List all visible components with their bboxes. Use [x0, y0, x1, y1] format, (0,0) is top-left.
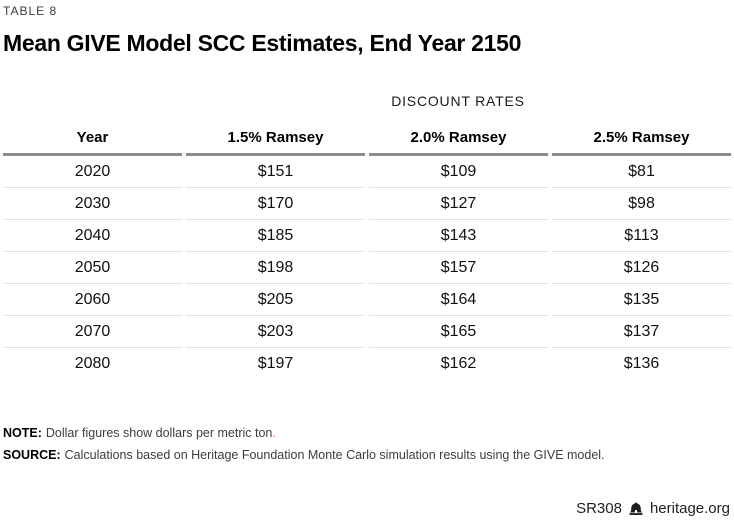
column-header-2-5-ramsey: 2.5% Ramsey — [552, 129, 731, 156]
discount-rates-group-header: DISCOUNT RATES — [391, 93, 525, 109]
note-terminator: . — [272, 426, 276, 440]
note-label: NOTE: — [3, 426, 42, 440]
source-line: SOURCE: Calculations based on Heritage Fo… — [3, 444, 731, 466]
source-label: SOURCE: — [3, 448, 61, 462]
cell-value: $143 — [369, 220, 548, 252]
cell-value: $81 — [552, 156, 731, 188]
column-header-1-5-ramsey: 1.5% Ramsey — [186, 129, 365, 156]
table-row: 2060 $205 $164 $135 — [3, 284, 731, 316]
scc-estimates-table: Year 1.5% Ramsey 2.0% Ramsey 2.5% Ramsey… — [3, 129, 731, 380]
cell-value: $185 — [186, 220, 365, 252]
cell-year: 2030 — [3, 188, 182, 220]
source-text: Calculations based on Heritage Foundatio… — [64, 448, 605, 462]
cell-value: $109 — [369, 156, 548, 188]
report-footer: SR308 heritage.org — [576, 500, 730, 517]
cell-year: 2020 — [3, 156, 182, 188]
table-header-row: Year 1.5% Ramsey 2.0% Ramsey 2.5% Ramsey — [3, 129, 731, 156]
table-row: 2030 $170 $127 $98 — [3, 188, 731, 220]
liberty-bell-icon — [629, 502, 643, 516]
cell-year: 2070 — [3, 316, 182, 348]
cell-value: $127 — [369, 188, 548, 220]
table-row: 2080 $197 $162 $136 — [3, 348, 731, 380]
cell-value: $197 — [257, 355, 294, 372]
site-url: heritage.org — [649, 500, 730, 517]
cell-year: 2050 — [3, 252, 182, 284]
cell-value: $205 — [186, 284, 365, 316]
cell-value: $198 — [186, 252, 365, 284]
cell-year: 2060 — [3, 284, 182, 316]
report-id: SR308 — [576, 500, 622, 517]
cell-value: $203 — [186, 316, 365, 348]
cell-value: $135 — [552, 284, 731, 316]
notes-block: NOTE: Dollar figures show dollars per met… — [3, 422, 731, 466]
table-row: 2050 $198 $157 $126 — [3, 252, 731, 284]
table-row: 2040 $185 $143 $113 — [3, 220, 731, 252]
cell-value: $157 — [369, 252, 548, 284]
cell-value: $165 — [369, 316, 548, 348]
table-row: 2020 $151 $109 $81 — [3, 156, 731, 188]
page-title: Mean GIVE Model SCC Estimates, End Year … — [3, 30, 522, 56]
note-text: Dollar figures show dollars per metric t… — [45, 426, 273, 440]
cell-value: $137 — [552, 316, 731, 348]
table-row: 2070 $203 $165 $137 — [3, 316, 731, 348]
cell-value: $98 — [552, 188, 731, 220]
cell-value: $136 — [623, 355, 660, 372]
cell-value: $164 — [369, 284, 548, 316]
column-header-2-0-ramsey: 2.0% Ramsey — [369, 129, 548, 156]
cell-year: 2080 — [74, 355, 111, 372]
cell-value: $170 — [186, 188, 365, 220]
cell-value: $162 — [440, 355, 477, 372]
cell-value: $113 — [552, 220, 731, 252]
cell-value: $126 — [552, 252, 731, 284]
cell-year: 2040 — [3, 220, 182, 252]
table-number-label: TABLE 8 — [3, 4, 58, 18]
cell-value: $151 — [186, 156, 365, 188]
column-header-year: Year — [3, 129, 182, 156]
note-line: NOTE: Dollar figures show dollars per met… — [3, 422, 731, 444]
